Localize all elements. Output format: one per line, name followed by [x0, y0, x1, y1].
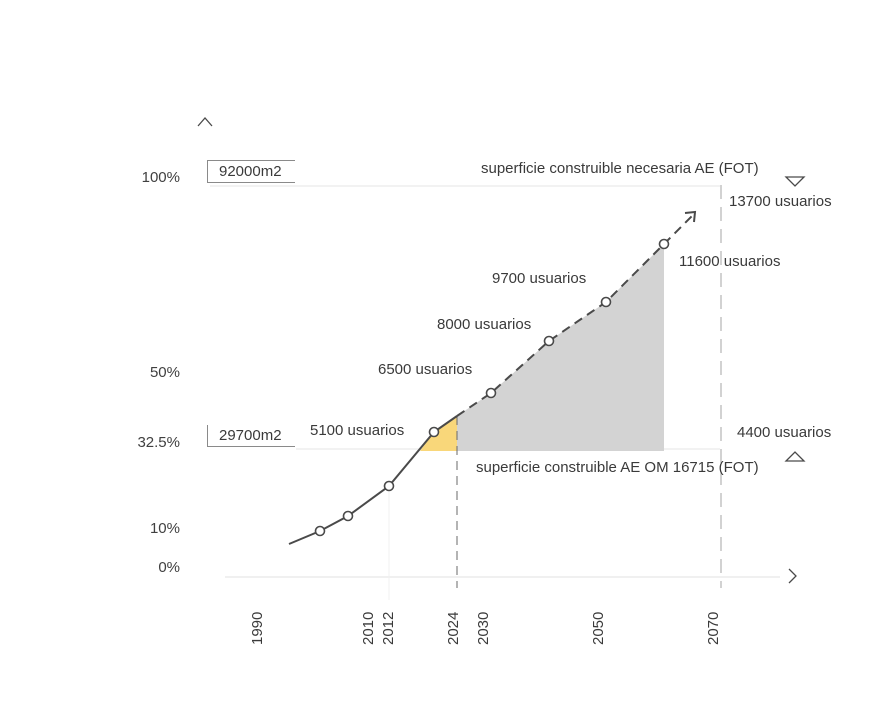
ytick-100: 100% [141, 169, 180, 186]
projection-arrow-icon [684, 210, 697, 223]
y-axis-arrow-icon [197, 117, 213, 127]
ytick-50: 50% [149, 364, 180, 381]
xtick-2050: 2050 [590, 611, 607, 645]
label-11600: 11600 usuarios [679, 253, 781, 270]
label-8000: 8000 usuarios [437, 316, 532, 333]
label-9700: 9700 usuarios [492, 270, 587, 287]
bottom-line-label: superficie construible AE OM 16715 (FOT) [476, 459, 759, 476]
bottom-right-users: 4400 usuarios [737, 424, 832, 441]
xtick-1990: 1990 [249, 611, 266, 645]
ytick-10: 10% [149, 520, 180, 537]
xtick-2012: 2012 [380, 611, 397, 645]
projection-line [456, 214, 694, 417]
xtick-2070: 2070 [705, 611, 722, 645]
data-points [314, 238, 670, 537]
box-29700m2: 29700m2 [207, 425, 295, 447]
xtick-2030: 2030 [475, 611, 492, 645]
top-right-users: 13700 usuarios [729, 193, 832, 210]
ytick-0: 0% [158, 559, 180, 576]
up-triangle-icon [784, 451, 806, 462]
ytick-32-5: 32.5% [137, 434, 180, 451]
label-5100: 5100 usuarios [310, 422, 405, 439]
top-line-label: superficie construible necesaria AE (FOT… [481, 160, 759, 177]
x-axis-arrow-icon [788, 568, 797, 584]
xtick-2024: 2024 [445, 611, 462, 645]
xtick-2010: 2010 [360, 611, 377, 645]
label-6500: 6500 usuarios [378, 361, 473, 378]
box-92000m2: 92000m2 [207, 160, 295, 183]
down-triangle-icon [784, 176, 806, 187]
